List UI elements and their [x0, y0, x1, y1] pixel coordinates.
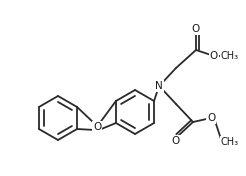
Text: O: O: [93, 122, 101, 132]
Text: CH₃: CH₃: [221, 137, 239, 147]
Text: CH₃: CH₃: [221, 51, 239, 61]
Text: O: O: [207, 113, 215, 123]
Text: O: O: [192, 24, 200, 34]
Text: O: O: [210, 51, 218, 61]
Text: O: O: [172, 136, 180, 146]
Text: N: N: [155, 81, 163, 91]
